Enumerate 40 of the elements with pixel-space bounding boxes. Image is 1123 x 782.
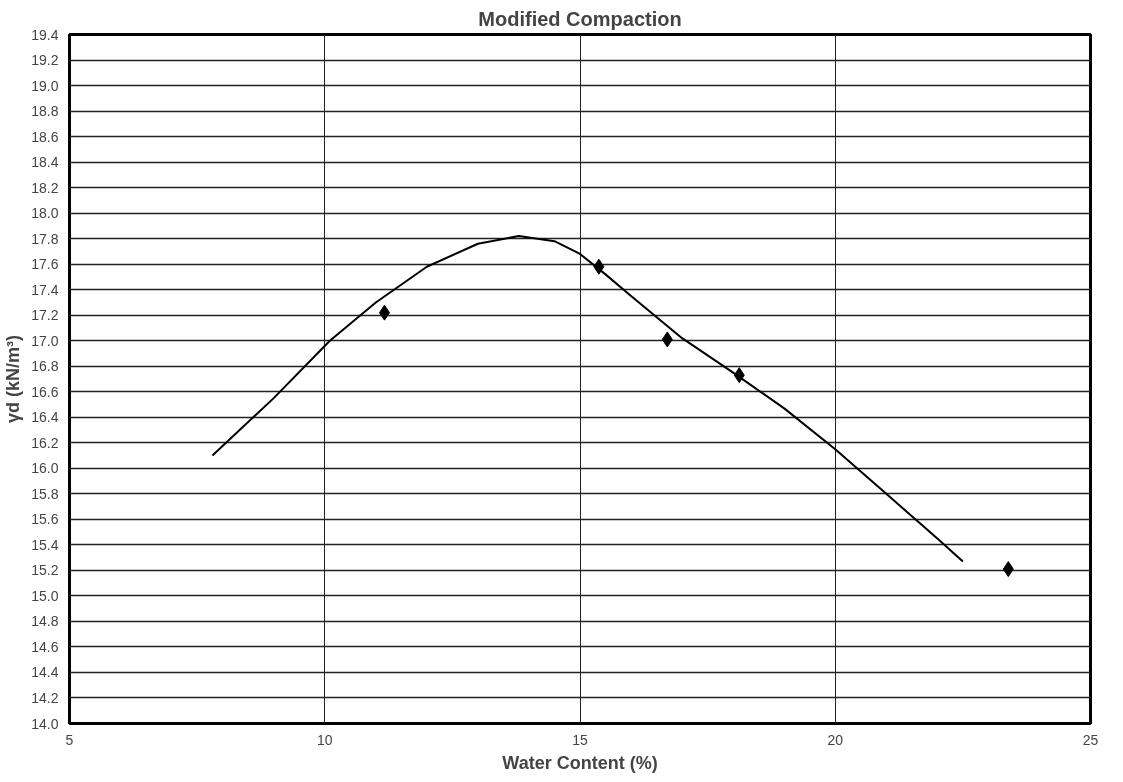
y-axis-title: γd (kN/m³)	[3, 334, 24, 423]
y-tick-label: 14.6	[31, 638, 59, 655]
y-tick-label: 16.0	[31, 460, 59, 477]
y-tick-label: 17.6	[31, 256, 59, 273]
point	[661, 331, 673, 348]
y-tick-label: 18.2	[31, 179, 59, 196]
y-tick-label: 19.0	[31, 77, 59, 94]
y-tick-label: 16.6	[31, 383, 59, 400]
point	[378, 304, 390, 321]
y-tick-label: 15.8	[31, 485, 59, 502]
y-tick-label: 19.2	[31, 52, 59, 69]
y-tick-label: 14.0	[31, 715, 59, 732]
y-tick-label: 14.2	[31, 689, 59, 706]
x-tick-label: 20	[827, 731, 844, 748]
y-tick-label: 15.4	[31, 536, 59, 553]
x-tick-label: 5	[65, 731, 74, 748]
x-tick-label: 25	[1082, 731, 1099, 748]
y-tick-label: 15.6	[31, 511, 59, 528]
line-series	[211, 235, 964, 563]
y-tick-label: 19.4	[31, 26, 59, 43]
y-tick-label: 16.8	[31, 358, 59, 375]
y-tick-label: 15.2	[31, 562, 59, 579]
y-tick-label: 17.0	[31, 332, 59, 349]
y-tick-label: 18.4	[31, 154, 59, 171]
y-tick-label: 18.0	[31, 205, 59, 222]
y-tick-label: 16.4	[31, 409, 59, 426]
x-tick-label: 10	[316, 731, 333, 748]
chart-title: Modified Compaction	[478, 7, 682, 30]
y-tick-label: 17.2	[31, 307, 59, 324]
y-tick-label: 17.8	[31, 230, 59, 247]
x-tick-label: 15	[572, 731, 588, 748]
x-axis-title: Water Content (%)	[502, 752, 658, 773]
y-tick-label: 15.0	[31, 587, 59, 604]
y-tick-label: 14.4	[31, 664, 59, 681]
y-tick-label: 18.6	[31, 128, 59, 145]
point	[1002, 561, 1014, 578]
y-tick-label: 17.4	[31, 281, 59, 298]
y-tick-label: 16.2	[31, 434, 59, 451]
y-tick-label: 14.8	[31, 613, 59, 630]
y-tick-label: 18.8	[31, 103, 59, 120]
